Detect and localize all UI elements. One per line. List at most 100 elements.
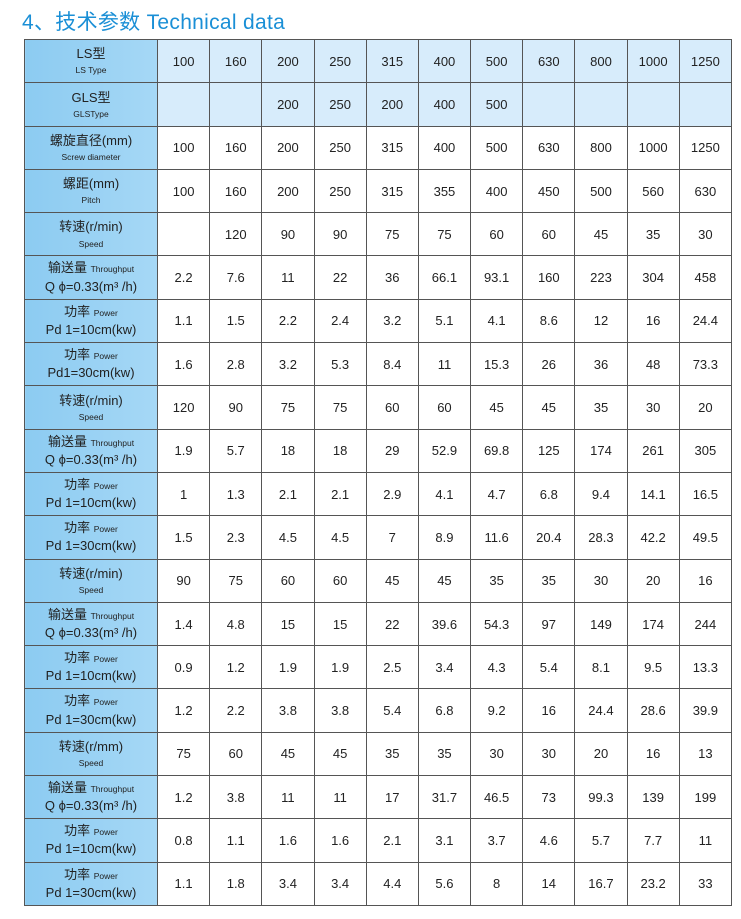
table-row: 功率 Power Pd 1=30cm(kw) 1.2 2.2 3.8 3.8 5.4 6.8 9… — [24, 688, 733, 733]
row-label: 功率 Power Pd 1=30cm(kw) — [24, 688, 158, 733]
table-cell: 1.2 — [156, 688, 211, 733]
table-cell: 28.6 — [626, 688, 680, 733]
row-label-main: 转速(r/min) — [59, 219, 123, 235]
table-cell: 26 — [522, 342, 576, 387]
table-cell: 120 — [209, 212, 263, 257]
row-label-english: Throughput — [90, 610, 135, 621]
table-cell: 22 — [365, 601, 419, 647]
table-cell: 1.9 — [261, 645, 315, 690]
table-row: 螺距(mm) Pitch 100 160 200 250 315 355 400 450 500 56… — [24, 168, 733, 214]
row-label-main: 螺距(mm) — [62, 176, 120, 192]
table-cell: 0.8 — [156, 818, 211, 863]
table-cell: 73.3 — [678, 342, 733, 387]
table-cell: 630 — [522, 38, 576, 84]
table-cell: 630 — [678, 168, 733, 214]
table-cell: 1 — [156, 471, 211, 517]
row-label-main: 转速(r/min) — [59, 565, 123, 581]
row-label-main: 功率 — [64, 693, 91, 709]
table-cell: 16 — [626, 298, 680, 344]
table-cell: 261 — [626, 428, 680, 473]
table-cell: 305 — [678, 428, 733, 473]
table-cell: 1.3 — [209, 471, 263, 517]
table-cell: 4.5 — [313, 515, 367, 560]
row-label-main: 功率 — [64, 303, 91, 319]
table-cell: 12 — [574, 298, 628, 344]
row-label-main: GLS型 — [71, 89, 111, 105]
table-cell: 35 — [470, 558, 524, 603]
table-row: 功率 Power Pd1=30cm(kw) 1.6 2.8 3.2 5.3 8.4 11 15.… — [24, 342, 733, 387]
table-row: 输送量 Throughput Q ϕ=0.33(m³ /h) 1.2 3.8 11 11 1… — [24, 775, 733, 820]
table-cell: 30 — [522, 731, 576, 777]
table-cell: 1.5 — [156, 515, 211, 560]
table-cell: 35 — [522, 558, 576, 603]
table-cell: 100 — [156, 38, 211, 84]
table-cell: 3.1 — [417, 818, 472, 863]
table-cell: 69.8 — [470, 428, 524, 473]
table-cell: 2.2 — [261, 298, 315, 344]
row-label-sub: Screw diameter — [61, 152, 121, 163]
table-cell: 99.3 — [574, 775, 628, 820]
table-cell: 16 — [626, 731, 680, 777]
table-cell: 11 — [313, 775, 367, 820]
table-cell: 200 — [261, 82, 315, 127]
row-label: 输送量 Throughput Q ϕ=0.33(m³ /h) — [24, 775, 158, 820]
table-cell: 1.1 — [209, 818, 263, 863]
table-row: 螺旋直径(mm) Screw diameter 100 160 200 250 315 400… — [24, 125, 733, 170]
table-row: 功率 Power Pd 1=10cm(kw) 1.1 1.5 2.2 2.4 3.2 5.1 4… — [24, 298, 733, 344]
table-cell: 31.7 — [417, 775, 472, 820]
table-cell: 75 — [365, 212, 419, 257]
table-cell: 4.5 — [261, 515, 315, 560]
table-cell: 0.9 — [156, 645, 211, 690]
table-cell: 4.1 — [417, 471, 472, 517]
table-cell: 400 — [417, 125, 472, 170]
table-cell: 35 — [365, 731, 419, 777]
table-cell: 16 — [522, 688, 576, 733]
table-cell: 1.5 — [209, 298, 263, 344]
table-cell — [574, 82, 628, 127]
table-cell: 14.1 — [626, 471, 680, 517]
table-row: 转速(r/min) Speed 90 75 60 60 45 45 35 35 30 20 16 — [24, 558, 733, 603]
table-cell: 45 — [365, 558, 419, 603]
table-cell: 2.3 — [209, 515, 263, 560]
table-cell: 1.9 — [156, 428, 211, 473]
table-cell: 5.3 — [313, 342, 367, 387]
table-row: GLS型 GLSType 200 250 200 400 500 — [24, 82, 733, 127]
table-cell: 4.4 — [365, 861, 419, 906]
row-label-sub: Pd 1=30cm(kw) — [45, 538, 137, 554]
table-cell — [156, 212, 211, 257]
table-cell: 11 — [678, 818, 733, 863]
row-label-sub: Pd 1=30cm(kw) — [45, 884, 137, 900]
table-cell: 35 — [626, 212, 680, 257]
row-label-english: Throughput — [90, 264, 135, 275]
table-cell: 315 — [365, 38, 419, 84]
table-cell: 11 — [261, 255, 315, 300]
row-label: 输送量 Throughput Q ϕ=0.33(m³ /h) — [24, 255, 158, 300]
table-cell: 46.5 — [470, 775, 524, 820]
table-cell: 3.8 — [313, 688, 367, 733]
table-cell: 17 — [365, 775, 419, 820]
table-cell: 11 — [261, 775, 315, 820]
table-cell: 8.4 — [365, 342, 419, 387]
table-cell: 200 — [261, 38, 315, 84]
table-row: 转速(r/min) Speed 120 90 90 75 75 60 60 45 35 30 — [24, 212, 733, 257]
row-label: 功率 Power Pd 1=30cm(kw) — [24, 861, 158, 906]
table-cell: 174 — [574, 428, 628, 473]
table-row: 输送量 Throughput Q ϕ=0.33(m³ /h) 1.4 4.8 15 15 2… — [24, 601, 733, 647]
row-label: 功率 Power Pd 1=10cm(kw) — [24, 818, 158, 863]
table-cell: 4.7 — [470, 471, 524, 517]
table-cell: 45 — [417, 558, 472, 603]
row-label-sub: Pd 1=30cm(kw) — [45, 711, 137, 727]
table-row: 功率 Power Pd 1=30cm(kw) 1.5 2.3 4.5 4.5 7 8.9 11.… — [24, 515, 733, 560]
table-cell: 1000 — [626, 38, 680, 84]
row-label: 功率 Power Pd 1=10cm(kw) — [24, 645, 158, 690]
table-row: 转速(r/mm) Speed 75 60 45 45 35 35 30 30 20 16 13 — [24, 731, 733, 777]
table-cell: 800 — [574, 38, 628, 84]
table-cell: 3.8 — [261, 688, 315, 733]
row-label: 转速(r/mm) Speed — [24, 731, 158, 777]
table-cell: 450 — [522, 168, 576, 214]
row-label: 输送量 Throughput Q ϕ=0.33(m³ /h) — [24, 428, 158, 473]
table-cell: 54.3 — [470, 601, 524, 647]
table-cell: 60 — [365, 385, 419, 430]
table-row: 输送量 Throughput Q ϕ=0.33(m³ /h) 1.9 5.7 18 18 2… — [24, 428, 733, 473]
table-cell: 15 — [261, 601, 315, 647]
